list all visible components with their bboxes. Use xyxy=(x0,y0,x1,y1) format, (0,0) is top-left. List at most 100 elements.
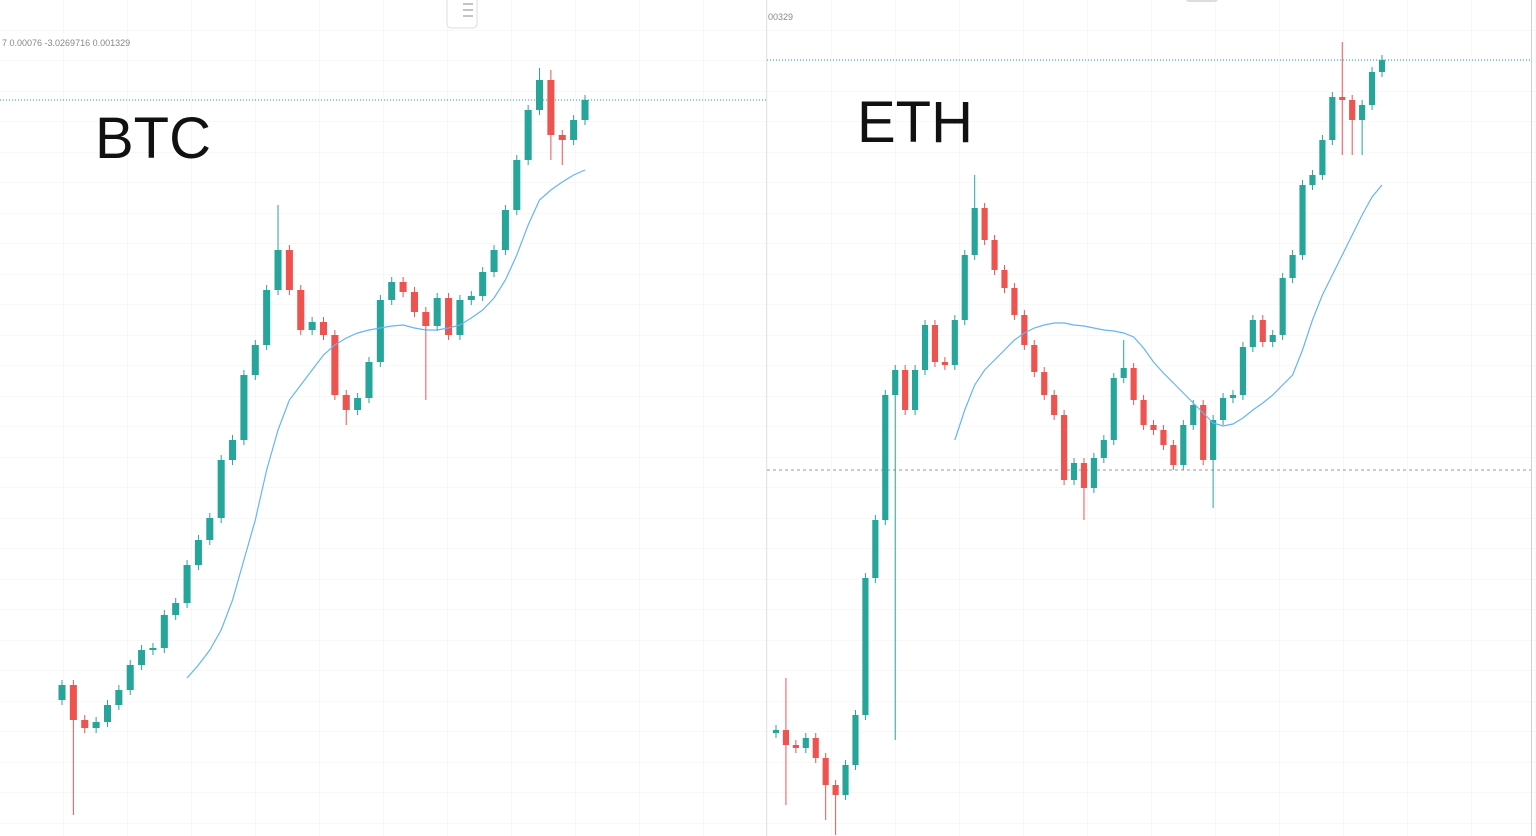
candle-body xyxy=(1259,320,1266,342)
candle-body xyxy=(217,460,225,518)
candle-body xyxy=(1349,100,1356,120)
candle-body xyxy=(991,240,998,270)
candle-body xyxy=(931,325,939,362)
candle-body xyxy=(1329,97,1336,140)
candle-body xyxy=(115,690,123,705)
candle-body xyxy=(172,603,180,615)
candle-body xyxy=(1359,105,1366,120)
candle-body xyxy=(832,785,839,795)
candle-body xyxy=(941,362,948,365)
candle-body xyxy=(902,370,909,410)
candle-body xyxy=(513,160,521,210)
candle-body xyxy=(1279,278,1286,335)
candle-body xyxy=(126,665,134,690)
candle-body xyxy=(1339,97,1346,100)
candle-body xyxy=(535,80,544,110)
candle-body xyxy=(782,730,790,745)
candle-body xyxy=(802,738,809,748)
candle-body xyxy=(1299,185,1306,255)
candle-body xyxy=(1150,425,1157,430)
candle-body xyxy=(160,615,168,648)
candle-body xyxy=(1289,255,1296,278)
candle-body xyxy=(1100,440,1107,458)
legend-values: 00329 xyxy=(768,12,793,22)
candle-body xyxy=(1021,315,1028,345)
candle-body xyxy=(354,398,362,410)
candle-body xyxy=(285,250,293,290)
candle-body xyxy=(852,715,859,765)
candle-body xyxy=(342,395,350,410)
toolbar-handle[interactable] xyxy=(1186,0,1218,2)
candle-body xyxy=(194,540,202,565)
candle-body xyxy=(961,255,968,320)
candle-body xyxy=(1200,405,1207,460)
candle-body xyxy=(319,322,328,335)
candle-body xyxy=(1219,398,1227,420)
candle-body xyxy=(1011,288,1018,315)
toolbar-handle[interactable] xyxy=(446,0,478,29)
candle-body xyxy=(1110,378,1117,440)
candle-body xyxy=(81,720,89,728)
candle-body xyxy=(1170,445,1177,465)
candle-body xyxy=(1051,395,1058,415)
candle-body xyxy=(1160,430,1167,445)
candle-body xyxy=(297,290,305,330)
candle-body xyxy=(1090,458,1097,488)
candle-body xyxy=(971,208,978,255)
candle-body xyxy=(1001,270,1008,288)
candle-body xyxy=(524,110,532,160)
candle-body xyxy=(467,296,475,300)
candle-body xyxy=(229,440,237,460)
candle-body xyxy=(1031,345,1038,372)
candle-body xyxy=(206,518,214,540)
candle-body xyxy=(138,650,146,665)
candle-body xyxy=(1041,372,1048,395)
candle-body xyxy=(1120,368,1127,378)
candle-body xyxy=(812,738,819,758)
candle-body xyxy=(1080,463,1088,488)
candle-body xyxy=(501,210,509,250)
candle-body xyxy=(149,648,157,650)
candle-body xyxy=(772,730,780,733)
candle-body xyxy=(1180,425,1187,465)
candle-body xyxy=(308,322,316,330)
candle-body xyxy=(433,298,441,326)
candle-body xyxy=(376,300,384,362)
candle-body xyxy=(183,565,191,603)
candle-body xyxy=(479,272,487,296)
candle-body xyxy=(1319,140,1326,175)
candle-body xyxy=(69,685,77,720)
candle-body xyxy=(456,300,464,335)
candle-body xyxy=(263,290,271,345)
candle-body xyxy=(822,758,829,785)
chart-title: ETH xyxy=(857,90,973,155)
candle-body xyxy=(1229,395,1237,398)
candle-body xyxy=(251,345,259,375)
candle-body xyxy=(1309,175,1316,185)
candle-body xyxy=(862,578,869,715)
candle-body xyxy=(570,120,578,140)
candle-body xyxy=(1378,60,1386,72)
candle-body xyxy=(365,362,373,398)
candle-body xyxy=(951,320,958,365)
candle-body xyxy=(842,765,849,795)
candle-body xyxy=(1190,405,1197,425)
candle-body xyxy=(399,282,407,292)
candle-body xyxy=(1140,400,1147,425)
candle-body xyxy=(547,80,555,135)
candle-body xyxy=(1210,420,1217,460)
candle-body xyxy=(1269,335,1276,342)
candle-body xyxy=(792,745,799,748)
candle-body xyxy=(1070,463,1078,480)
candle-body xyxy=(388,282,396,300)
legend-values: 7 0.00076 -3.0269716 0.001329 xyxy=(2,38,130,48)
candle-body xyxy=(331,335,339,395)
chart-title: BTC xyxy=(95,106,211,171)
candle-body xyxy=(882,395,889,520)
candle-body xyxy=(1368,72,1376,105)
moving-average-line xyxy=(954,184,1383,441)
candle-body xyxy=(103,705,112,722)
candle-body xyxy=(92,722,100,728)
